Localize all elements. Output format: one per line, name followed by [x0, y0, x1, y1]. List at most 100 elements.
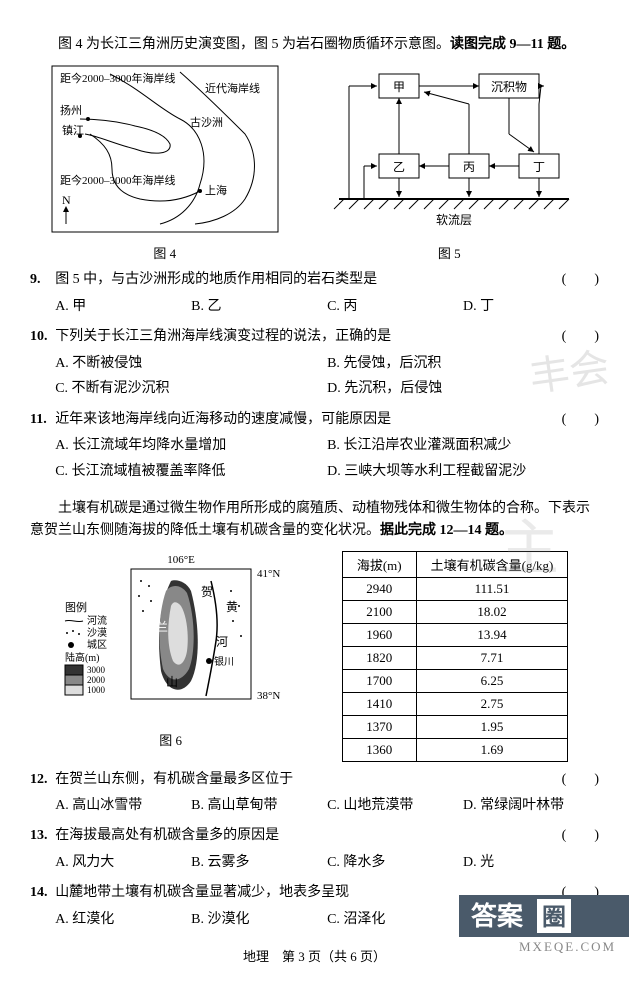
q13-num: 13.: [30, 824, 48, 848]
q12-num: 12.: [30, 768, 48, 792]
cell: 2940: [342, 577, 416, 600]
page-footer: 地理 第 3 页（共 6 页）: [30, 946, 599, 965]
q13-opt-a: A. 风力大: [55, 850, 191, 875]
fig6-lat-top: 41°N: [257, 568, 280, 580]
q12-paren: ( ): [562, 768, 599, 792]
q9-options: A. 甲 B. 乙 C. 丙 D. 丁: [55, 294, 599, 319]
intro-block-2: 土壤有机碳是通过微生物作用所形成的腐殖质、动植物残体和微生物体的合称。下表示意贺…: [30, 498, 599, 543]
question-11: 11. 近年来该地海岸线向近海移动的速度减慢，可能原因是 ( ): [30, 408, 599, 432]
table-row: 13701.95: [342, 715, 568, 738]
fig6-legend-city: 城区: [87, 639, 107, 651]
fig6-shan: 山: [166, 675, 178, 689]
figure-row-2: 106°E 41°N 38°N 银川 贺 兰 山 黄 河: [30, 551, 599, 762]
fig4-svg: 距今2000–3000年海岸线 近代海岸线 扬州 镇江 古沙洲 距今2000–3…: [50, 64, 280, 234]
soil-table: 海拔(m) 土壤有机碳含量(g/kg) 2940111.51 210018.02…: [342, 551, 569, 762]
cell: 1360: [342, 738, 416, 761]
q13-opt-d: D. 光: [463, 850, 599, 875]
q11-stem: 近年来该地海岸线向近海移动的速度减慢，可能原因是: [55, 412, 391, 427]
q14-opt-c: C. 沼泽化: [327, 907, 463, 932]
q14-opt-a: A. 红漠化: [55, 907, 191, 932]
fig6-svg: 106°E 41°N 38°N 银川 贺 兰 山 黄 河: [61, 551, 281, 721]
q13-opt-c: C. 降水多: [327, 850, 463, 875]
q13-paren: ( ): [562, 824, 599, 848]
fig5-yi: 乙: [393, 160, 405, 174]
q10-paren: ( ): [562, 325, 599, 349]
q13-options: A. 风力大 B. 云雾多 C. 降水多 D. 光: [55, 850, 599, 875]
table-row: 18207.71: [342, 646, 568, 669]
question-13: 13. 在海拔最高处有机碳含量多的原因是 ( ): [30, 824, 599, 848]
q14-stem: 山麓地带土壤有机碳含量显著减少，地表多呈现: [55, 885, 349, 900]
fig6-caption: 图 6: [61, 730, 281, 749]
q11-paren: ( ): [562, 408, 599, 432]
q10-opt-c: C. 不断有泥沙沉积: [55, 376, 327, 401]
q11-opt-d: D. 三峡大坝等水利工程截留泥沙: [327, 459, 599, 484]
cell: 1370: [342, 715, 416, 738]
cell: 7.71: [416, 646, 568, 669]
question-9: 9. 图 5 中，与古沙洲形成的地质作用相同的岩石类型是 ( ): [30, 268, 599, 292]
fig6-legend-title: 图例: [65, 600, 87, 614]
q14-opt-b: B. 沙漠化: [191, 907, 327, 932]
q10-opt-b: B. 先侵蚀，后沉积: [327, 351, 599, 376]
q11-opt-a: A. 长江流域年均降水量增加: [55, 433, 327, 458]
q12-opt-a: A. 高山冰雪带: [55, 793, 191, 818]
question-14: 14. 山麓地带土壤有机碳含量显著减少，地表多呈现 ( ): [30, 881, 599, 905]
q13-stem: 在海拔最高处有机碳含量多的原因是: [55, 828, 279, 843]
q11-opt-b: B. 长江沿岸农业灌溉面积减少: [327, 433, 599, 458]
q10-opt-a: A. 不断被侵蚀: [55, 351, 327, 376]
q9-opt-d: D. 丁: [463, 294, 599, 319]
q12-opt-c: C. 山地荒漠带: [327, 793, 463, 818]
table-row: 13601.69: [342, 738, 568, 761]
cell: 2100: [342, 600, 416, 623]
intro-block-1: 图 4 为长江三角洲历史演变图，图 5 为岩石圈物质循环示意图。读图完成 9—1…: [30, 34, 599, 56]
cell: 1.69: [416, 738, 568, 761]
cell: 6.25: [416, 669, 568, 692]
q11-num: 11.: [30, 408, 47, 432]
q14-opt-d: D. 石: [463, 907, 599, 932]
figure-5: 甲 沉积物 乙 丙 丁: [319, 64, 579, 262]
figure-6: 106°E 41°N 38°N 银川 贺 兰 山 黄 河: [61, 551, 281, 749]
table-header-1: 土壤有机碳含量(g/kg): [416, 551, 568, 577]
cell: 111.51: [416, 577, 568, 600]
fig6-elev-lo: 1000: [87, 685, 106, 695]
fig6-elev-mid: 2000: [87, 675, 106, 685]
cell: 13.94: [416, 623, 568, 646]
fig6-he: 贺: [201, 585, 213, 599]
fig4-shanghai: 上海: [205, 183, 227, 197]
figure-4: 距今2000–3000年海岸线 近代海岸线 扬州 镇江 古沙洲 距今2000–3…: [50, 64, 280, 262]
q14-options: A. 红漠化 B. 沙漠化 C. 沼泽化 D. 石: [55, 907, 599, 932]
fig4-modern: 近代海岸线: [205, 81, 260, 95]
table-header-row: 海拔(m) 土壤有机碳含量(g/kg): [342, 551, 568, 577]
cell: 1700: [342, 669, 416, 692]
fig5-bing: 丙: [463, 160, 475, 174]
fig6-lan: 兰: [156, 620, 168, 634]
fig5-svg: 甲 沉积物 乙 丙 丁: [319, 64, 579, 234]
question-12: 12. 在贺兰山东侧，有机碳含量最多区位于 ( ): [30, 768, 599, 792]
intro1-prefix: 图 4 为长江三角洲历史演变图，图 5 为岩石圈物质循环示意图。: [58, 37, 450, 52]
fig5-ruanliu: 软流层: [436, 213, 472, 227]
q14-num: 14.: [30, 881, 48, 905]
table-row: 17006.25: [342, 669, 568, 692]
q12-options: A. 高山冰雪带 B. 高山草甸带 C. 山地荒漠带 D. 常绿阔叶林带: [55, 793, 599, 818]
q12-opt-d: D. 常绿阔叶林带: [463, 793, 599, 818]
q9-opt-a: A. 甲: [55, 294, 191, 319]
fig6-lat-bot: 38°N: [257, 690, 280, 702]
q9-num: 9.: [30, 268, 41, 292]
q9-stem: 图 5 中，与古沙洲形成的地质作用相同的岩石类型是: [55, 272, 377, 287]
q11-opt-c: C. 长江流域植被覆盖率降低: [55, 459, 327, 484]
cell: 2.75: [416, 692, 568, 715]
q12-opt-b: B. 高山草甸带: [191, 793, 327, 818]
fig4-yangzhou: 扬州: [60, 103, 82, 117]
intro2-bold: 据此完成 12—14 题。: [380, 523, 513, 538]
q10-options: A. 不断被侵蚀 B. 先侵蚀，后沉积 C. 不断有泥沙沉积 D. 先沉积，后侵…: [55, 351, 599, 401]
q10-opt-d: D. 先沉积，后侵蚀: [327, 376, 599, 401]
cell: 1.95: [416, 715, 568, 738]
figure-row-1: 距今2000–3000年海岸线 近代海岸线 扬州 镇江 古沙洲 距今2000–3…: [30, 64, 599, 262]
cell: 18.02: [416, 600, 568, 623]
cell: 1410: [342, 692, 416, 715]
fig4-caption: 图 4: [50, 243, 280, 262]
fig6-huang: 黄: [226, 600, 238, 614]
fig4-north: N: [62, 193, 71, 207]
q13-opt-b: B. 云雾多: [191, 850, 327, 875]
table-row: 2940111.51: [342, 577, 568, 600]
fig6-lon: 106°E: [167, 554, 195, 566]
